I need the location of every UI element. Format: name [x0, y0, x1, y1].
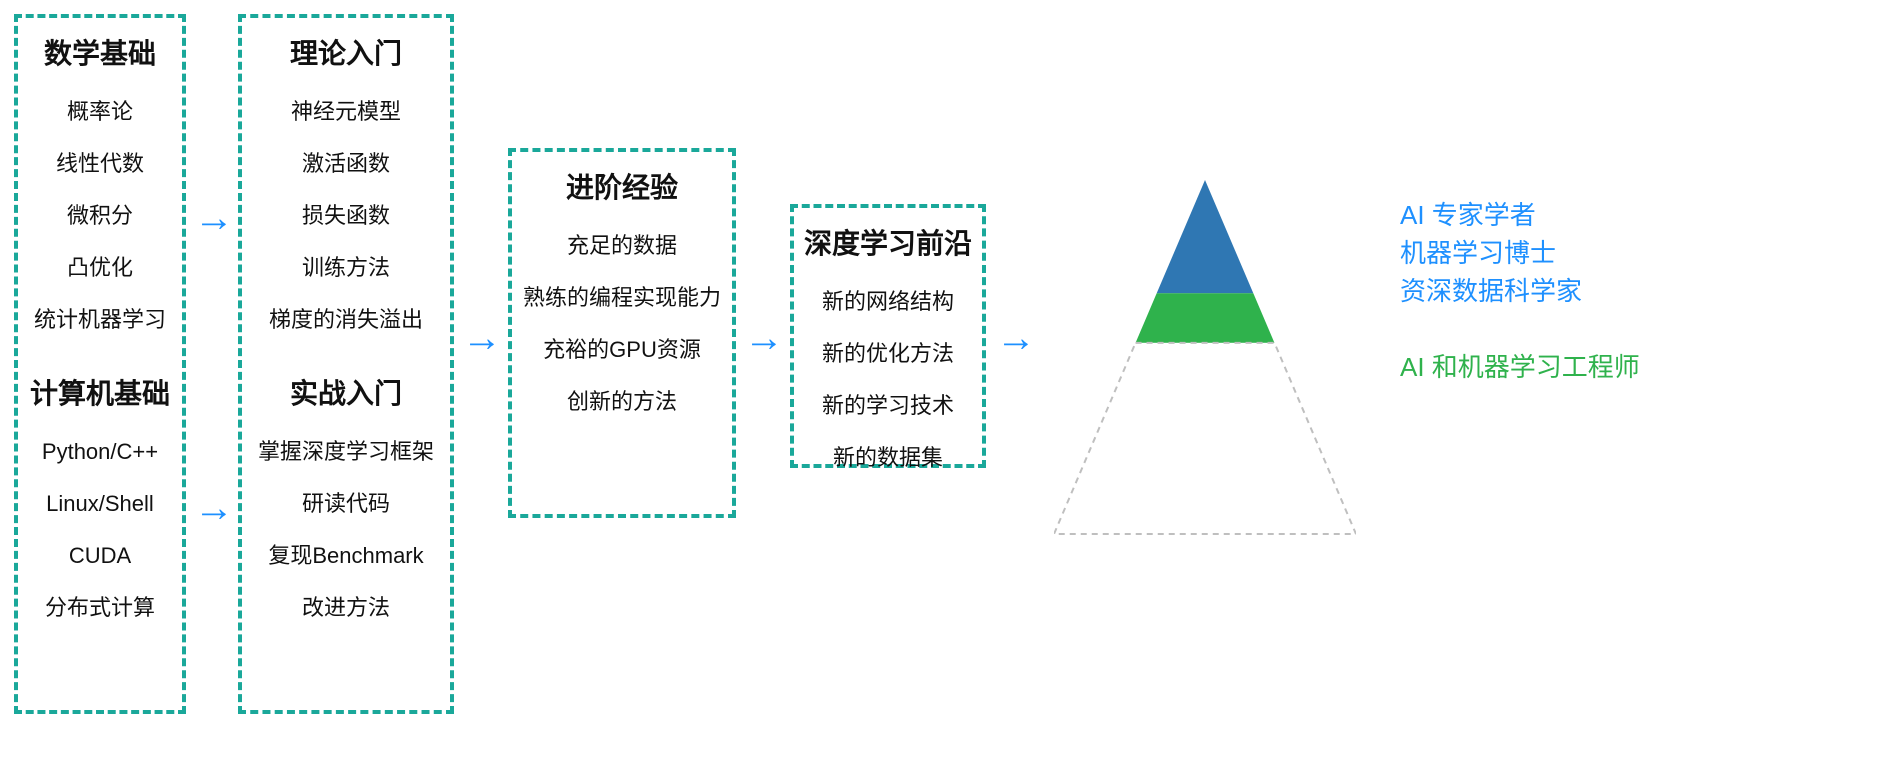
side-label: 资深数据科学家 [1400, 272, 1640, 310]
pyramid [1054, 180, 1356, 538]
pyramid-tier [1157, 180, 1254, 293]
box-heading: 进阶经验 [512, 166, 732, 206]
box-item: 线性代数 [18, 138, 182, 190]
box-col2: 理论入门神经元模型激活函数损失函数训练方法梯度的消失溢出实战入门掌握深度学习框架… [238, 14, 454, 714]
box-heading: 实战入门 [242, 372, 450, 412]
box-heading: 计算机基础 [18, 372, 182, 412]
box-item: Python/C++ [18, 426, 182, 478]
box-item: 创新的方法 [512, 376, 732, 428]
box-item: 改进方法 [242, 582, 450, 634]
box-item: 熟练的编程实现能力 [512, 272, 732, 324]
box-item: 概率论 [18, 86, 182, 138]
box-heading: 理论入门 [242, 32, 450, 72]
box-item: Linux/Shell [18, 478, 182, 530]
box-item: 微积分 [18, 190, 182, 242]
box-item: 神经元模型 [242, 86, 450, 138]
box-item: 充裕的GPU资源 [512, 324, 732, 376]
box-item: 充足的数据 [512, 220, 732, 272]
box-col4: 深度学习前沿新的网络结构新的优化方法新的学习技术新的数据集 [790, 204, 986, 468]
side-label: AI 专家学者 [1400, 196, 1640, 234]
box-item: 掌握深度学习框架 [242, 426, 450, 478]
side-label: AI 和机器学习工程师 [1400, 348, 1640, 386]
box-heading: 深度学习前沿 [794, 222, 982, 262]
box-heading: 数学基础 [18, 32, 182, 72]
box-item: 新的网络结构 [794, 276, 982, 328]
pyramid-tier [1054, 343, 1356, 534]
box-item: 训练方法 [242, 242, 450, 294]
box-item: 新的优化方法 [794, 328, 982, 380]
box-item: 新的学习技术 [794, 380, 982, 432]
pyramid-tier [1136, 293, 1275, 343]
box-item: 损失函数 [242, 190, 450, 242]
diagram-stage: 数学基础概率论线性代数微积分凸优化统计机器学习计算机基础 Python/C++Li… [0, 0, 1880, 760]
box-item: 激活函数 [242, 138, 450, 190]
box-item: 梯度的消失溢出 [242, 294, 450, 346]
arrow-icon: → [744, 316, 784, 361]
box-col3: 进阶经验充足的数据熟练的编程实现能力充裕的GPU资源创新的方法 [508, 148, 736, 518]
side-labels: AI 专家学者机器学习博士资深数据科学家 AI 和机器学习工程师 [1400, 196, 1640, 386]
box-item: CUDA [18, 530, 182, 582]
arrow-icon: → [194, 486, 234, 531]
box-col1: 数学基础概率论线性代数微积分凸优化统计机器学习计算机基础 Python/C++Li… [14, 14, 186, 714]
box-item: 新的数据集 [794, 432, 982, 484]
box-item: 研读代码 [242, 478, 450, 530]
arrow-icon: → [194, 196, 234, 241]
arrow-icon: → [462, 316, 502, 361]
box-item: 分布式计算 [18, 582, 182, 634]
box-item: 统计机器学习 [18, 294, 182, 346]
box-item: 凸优化 [18, 242, 182, 294]
box-item: 复现Benchmark [242, 530, 450, 582]
arrow-icon: → [996, 316, 1036, 361]
side-label: 机器学习博士 [1400, 234, 1640, 272]
side-label [1400, 310, 1640, 348]
